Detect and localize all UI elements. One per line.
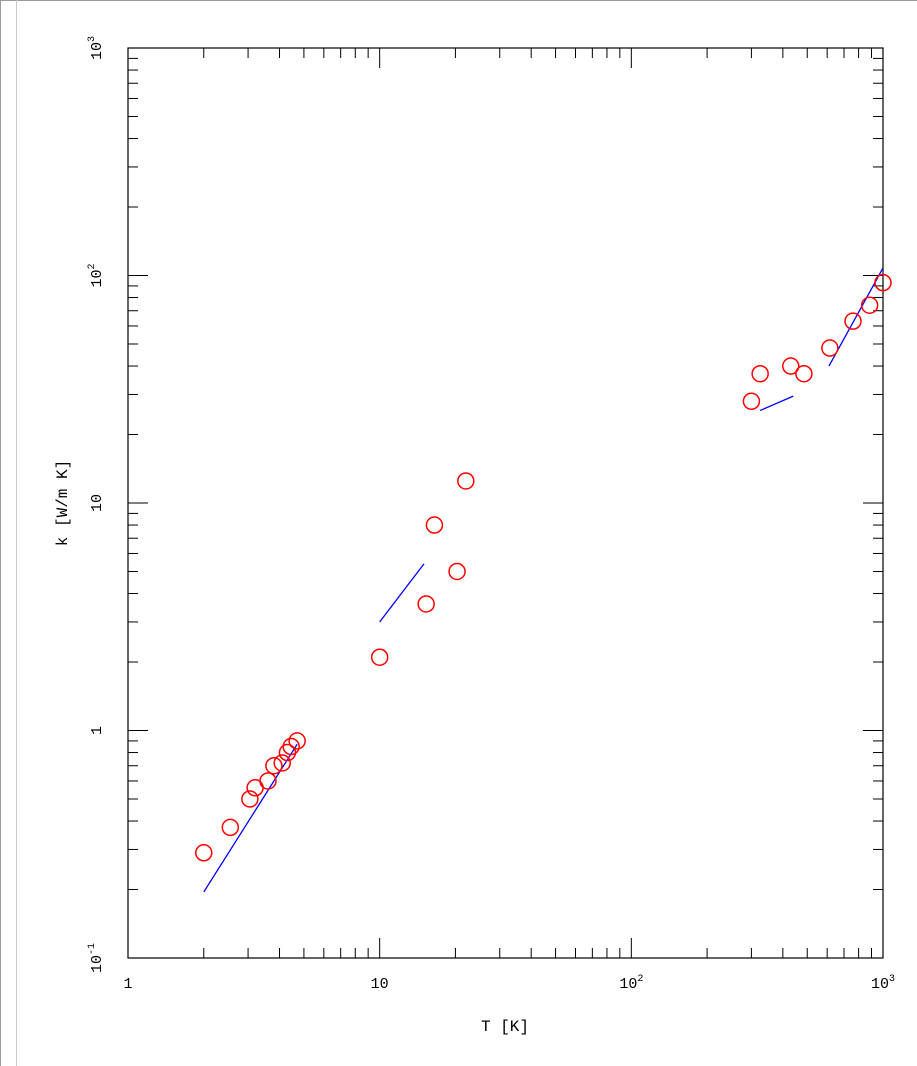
fit-line-segment bbox=[203, 743, 298, 893]
y-axis-title: k [W/m K] bbox=[54, 460, 72, 546]
data-point bbox=[860, 296, 879, 314]
data-point bbox=[195, 844, 213, 862]
data-point bbox=[288, 732, 306, 750]
data-point bbox=[259, 772, 277, 790]
y-tick-label: 10 bbox=[89, 494, 106, 512]
x-tick-label: 103 bbox=[871, 974, 895, 993]
data-point bbox=[273, 754, 291, 772]
data-point bbox=[751, 364, 769, 383]
frame-inner-left-border bbox=[16, 0, 17, 1066]
axis-ticks bbox=[127, 47, 884, 959]
data-point bbox=[795, 364, 813, 383]
data-point bbox=[821, 339, 839, 357]
measured-point-series bbox=[195, 273, 892, 862]
fit-line-series bbox=[203, 267, 884, 893]
fit-line-segment bbox=[759, 395, 794, 412]
data-point bbox=[241, 790, 259, 808]
data-point bbox=[265, 756, 283, 775]
x-tick-label: 1 bbox=[123, 976, 132, 993]
data-point bbox=[742, 392, 761, 411]
data-point bbox=[370, 648, 389, 666]
data-point bbox=[874, 273, 892, 292]
data-point bbox=[282, 737, 300, 756]
axis-tick-labels: 1 10 102 103 10-1 1 10 102 103 bbox=[87, 36, 895, 993]
y-tick-label: 10-1 bbox=[87, 943, 106, 973]
data-point bbox=[425, 516, 444, 534]
data-point bbox=[844, 312, 862, 330]
y-tick-label: 103 bbox=[87, 36, 106, 60]
x-axis-title: T [K] bbox=[481, 1018, 529, 1036]
frame-top-border bbox=[0, 0, 917, 1]
y-tick-label: 102 bbox=[87, 263, 106, 287]
plot-frame bbox=[127, 47, 884, 959]
data-point bbox=[417, 595, 435, 613]
fit-line-segment bbox=[379, 563, 425, 623]
x-tick-label: 102 bbox=[619, 974, 643, 993]
data-point bbox=[457, 472, 475, 490]
data-point bbox=[448, 562, 466, 581]
frame-left-border bbox=[0, 0, 1, 1066]
data-point bbox=[221, 818, 240, 837]
data-point bbox=[782, 357, 800, 375]
y-tick-label: 1 bbox=[89, 726, 106, 735]
x-tick-label: 10 bbox=[371, 976, 389, 993]
